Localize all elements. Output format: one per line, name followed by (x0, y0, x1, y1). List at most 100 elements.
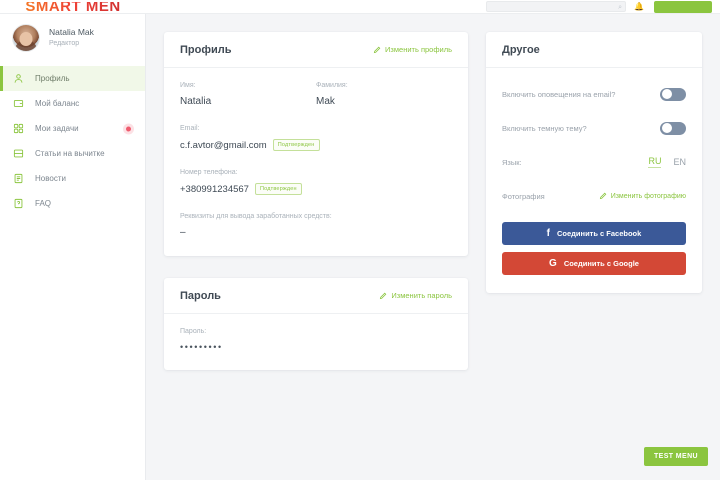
top-header-bar: SMART MEN ⌕ 🔔 (0, 0, 720, 14)
wallet-icon (12, 97, 25, 110)
language-switcher: RU EN (648, 156, 686, 168)
connect-google-button[interactable]: G Соединить с Google (502, 252, 686, 275)
language-option-ru[interactable]: RU (648, 156, 662, 168)
page-title: Профиль (180, 43, 232, 56)
password-card-header: Пароль Изменить пароль (164, 278, 468, 314)
sidebar-item-label: Новости (35, 174, 66, 183)
header-action-button[interactable] (654, 0, 712, 13)
change-photo-link[interactable]: Изменить фотографию (599, 192, 686, 200)
sidebar-user-text: Natalia Mak Редактор (49, 27, 94, 48)
user-icon (12, 72, 25, 85)
email-label: Email: (180, 125, 200, 132)
payout-value: – (180, 227, 187, 238)
last-name-label: Фамилия: (316, 82, 348, 89)
site-logo[interactable]: SMART MEN (0, 2, 146, 12)
edit-password-label: Изменить пароль (391, 291, 452, 300)
payout-field: Реквизиты для вывода заработанных средст… (180, 213, 452, 238)
email-value: c.f.avtor@gmail.com (180, 139, 267, 151)
email-notifications-toggle[interactable] (660, 87, 686, 101)
sidebar-user-block[interactable]: Natalia Mak Редактор (0, 14, 145, 64)
photo-label: Фотография (502, 191, 545, 201)
email-status-badge: Подтвержден (272, 139, 320, 151)
password-label: Пароль: (180, 328, 207, 335)
sidebar-item-articles[interactable]: Статьи на вычитке (0, 141, 145, 166)
other-card-title: Другое (502, 43, 540, 56)
first-name-label: Имя: (180, 82, 196, 89)
last-name-value: Mak (316, 96, 335, 107)
sidebar-item-balance[interactable]: Мой баланс (0, 91, 145, 116)
pencil-icon (599, 192, 607, 200)
edit-password-link[interactable]: Изменить пароль (379, 291, 452, 300)
sidebar-item-faq[interactable]: FAQ (0, 191, 145, 216)
news-icon (12, 172, 25, 185)
profile-card: Профиль Изменить профиль Имя: (164, 32, 468, 256)
language-label: Язык: (502, 157, 522, 167)
content-columns: Профиль Изменить профиль Имя: (164, 32, 706, 370)
phone-value-line: +380991234567 Подтвержден (180, 183, 452, 195)
edit-profile-label: Изменить профиль (385, 45, 452, 54)
phone-status-badge: Подтвержден (254, 183, 302, 195)
faq-icon (12, 197, 25, 210)
notification-dot-badge (126, 126, 131, 131)
main-content: Профиль Изменить профиль Имя: (146, 14, 720, 480)
sidebar-item-label: FAQ (35, 199, 52, 208)
sidebar-item-label: Статьи на вычитке (35, 149, 105, 158)
sidebar-item-label: Профиль (35, 74, 70, 83)
right-column: Другое Включить оповещения на email? Вкл… (486, 32, 702, 293)
photo-row: Фотография Изменить фотографию (502, 184, 686, 208)
phone-value: +380991234567 (180, 183, 249, 195)
connect-google-label: Соединить с Google (563, 259, 639, 268)
first-name-value: Natalia (180, 96, 212, 107)
search-input[interactable]: ⌕ (486, 1, 627, 12)
toggle-knob (661, 89, 672, 99)
email-notifications-label: Включить оповещения на email? (502, 89, 616, 99)
sidebar-item-label: Мои задачи (35, 124, 79, 133)
email-value-line: c.f.avtor@gmail.com Подтвержден (180, 139, 452, 151)
test-menu-button[interactable]: TEST MENU (643, 447, 708, 466)
other-card-body: Включить оповещения на email? Включить т… (486, 68, 702, 293)
email-field: Email: c.f.avtor@gmail.com Подтвержден (180, 125, 452, 151)
last-name-field: Фамилия: Mak (316, 82, 452, 107)
social-buttons: f Соединить с Facebook G Соединить с Goo… (502, 222, 686, 275)
sidebar-item-tasks[interactable]: Мои задачи (0, 116, 145, 141)
email-notifications-row: Включить оповещения на email? (502, 82, 686, 106)
profile-card-header: Профиль Изменить профиль (164, 32, 468, 68)
password-value: ••••••••• (180, 342, 223, 352)
facebook-icon: f (546, 227, 550, 239)
edit-profile-link[interactable]: Изменить профиль (373, 45, 452, 54)
language-row: Язык: RU EN (502, 150, 686, 174)
connect-facebook-label: Соединить с Facebook (557, 229, 642, 238)
password-card-body: Пароль: ••••••••• (164, 314, 468, 370)
bell-icon[interactable]: 🔔 (634, 2, 644, 11)
avatar (12, 24, 40, 52)
article-icon (12, 147, 25, 160)
first-name-field: Имя: Natalia (180, 82, 316, 107)
other-card-header: Другое (486, 32, 702, 68)
sidebar-nav: Профиль Мой баланс Мои задачи (0, 66, 145, 216)
other-card: Другое Включить оповещения на email? Вкл… (486, 32, 702, 293)
toggle-knob (661, 123, 672, 133)
password-card-title: Пароль (180, 289, 221, 302)
tasks-icon (12, 122, 25, 135)
google-icon: G (549, 257, 557, 269)
dark-theme-toggle[interactable] (660, 121, 686, 135)
language-option-en[interactable]: EN (673, 157, 686, 167)
payout-label: Реквизиты для вывода заработанных средст… (180, 213, 332, 220)
left-column: Профиль Изменить профиль Имя: (164, 32, 468, 370)
sidebar-item-news[interactable]: Новости (0, 166, 145, 191)
sidebar-item-profile[interactable]: Профиль (0, 66, 145, 91)
phone-field: Номер телефона: +380991234567 Подтвержде… (180, 169, 452, 195)
pencil-icon (373, 46, 381, 53)
sidebar-item-label: Мой баланс (35, 99, 80, 108)
change-photo-label: Изменить фотографию (610, 192, 686, 200)
pencil-icon (380, 292, 387, 299)
sidebar: Natalia Mak Редактор Профиль (0, 14, 146, 480)
dark-theme-label: Включить темную тему? (502, 123, 587, 133)
sidebar-user-role: Редактор (49, 39, 80, 47)
password-card: Пароль Изменить пароль Пароль: ••••••••• (164, 278, 468, 370)
search-icon: ⌕ (618, 4, 623, 11)
dark-theme-row: Включить темную тему? (502, 116, 686, 140)
connect-facebook-button[interactable]: f Соединить с Facebook (502, 222, 686, 245)
name-row: Имя: Natalia Фамилия: Mak (180, 82, 452, 107)
